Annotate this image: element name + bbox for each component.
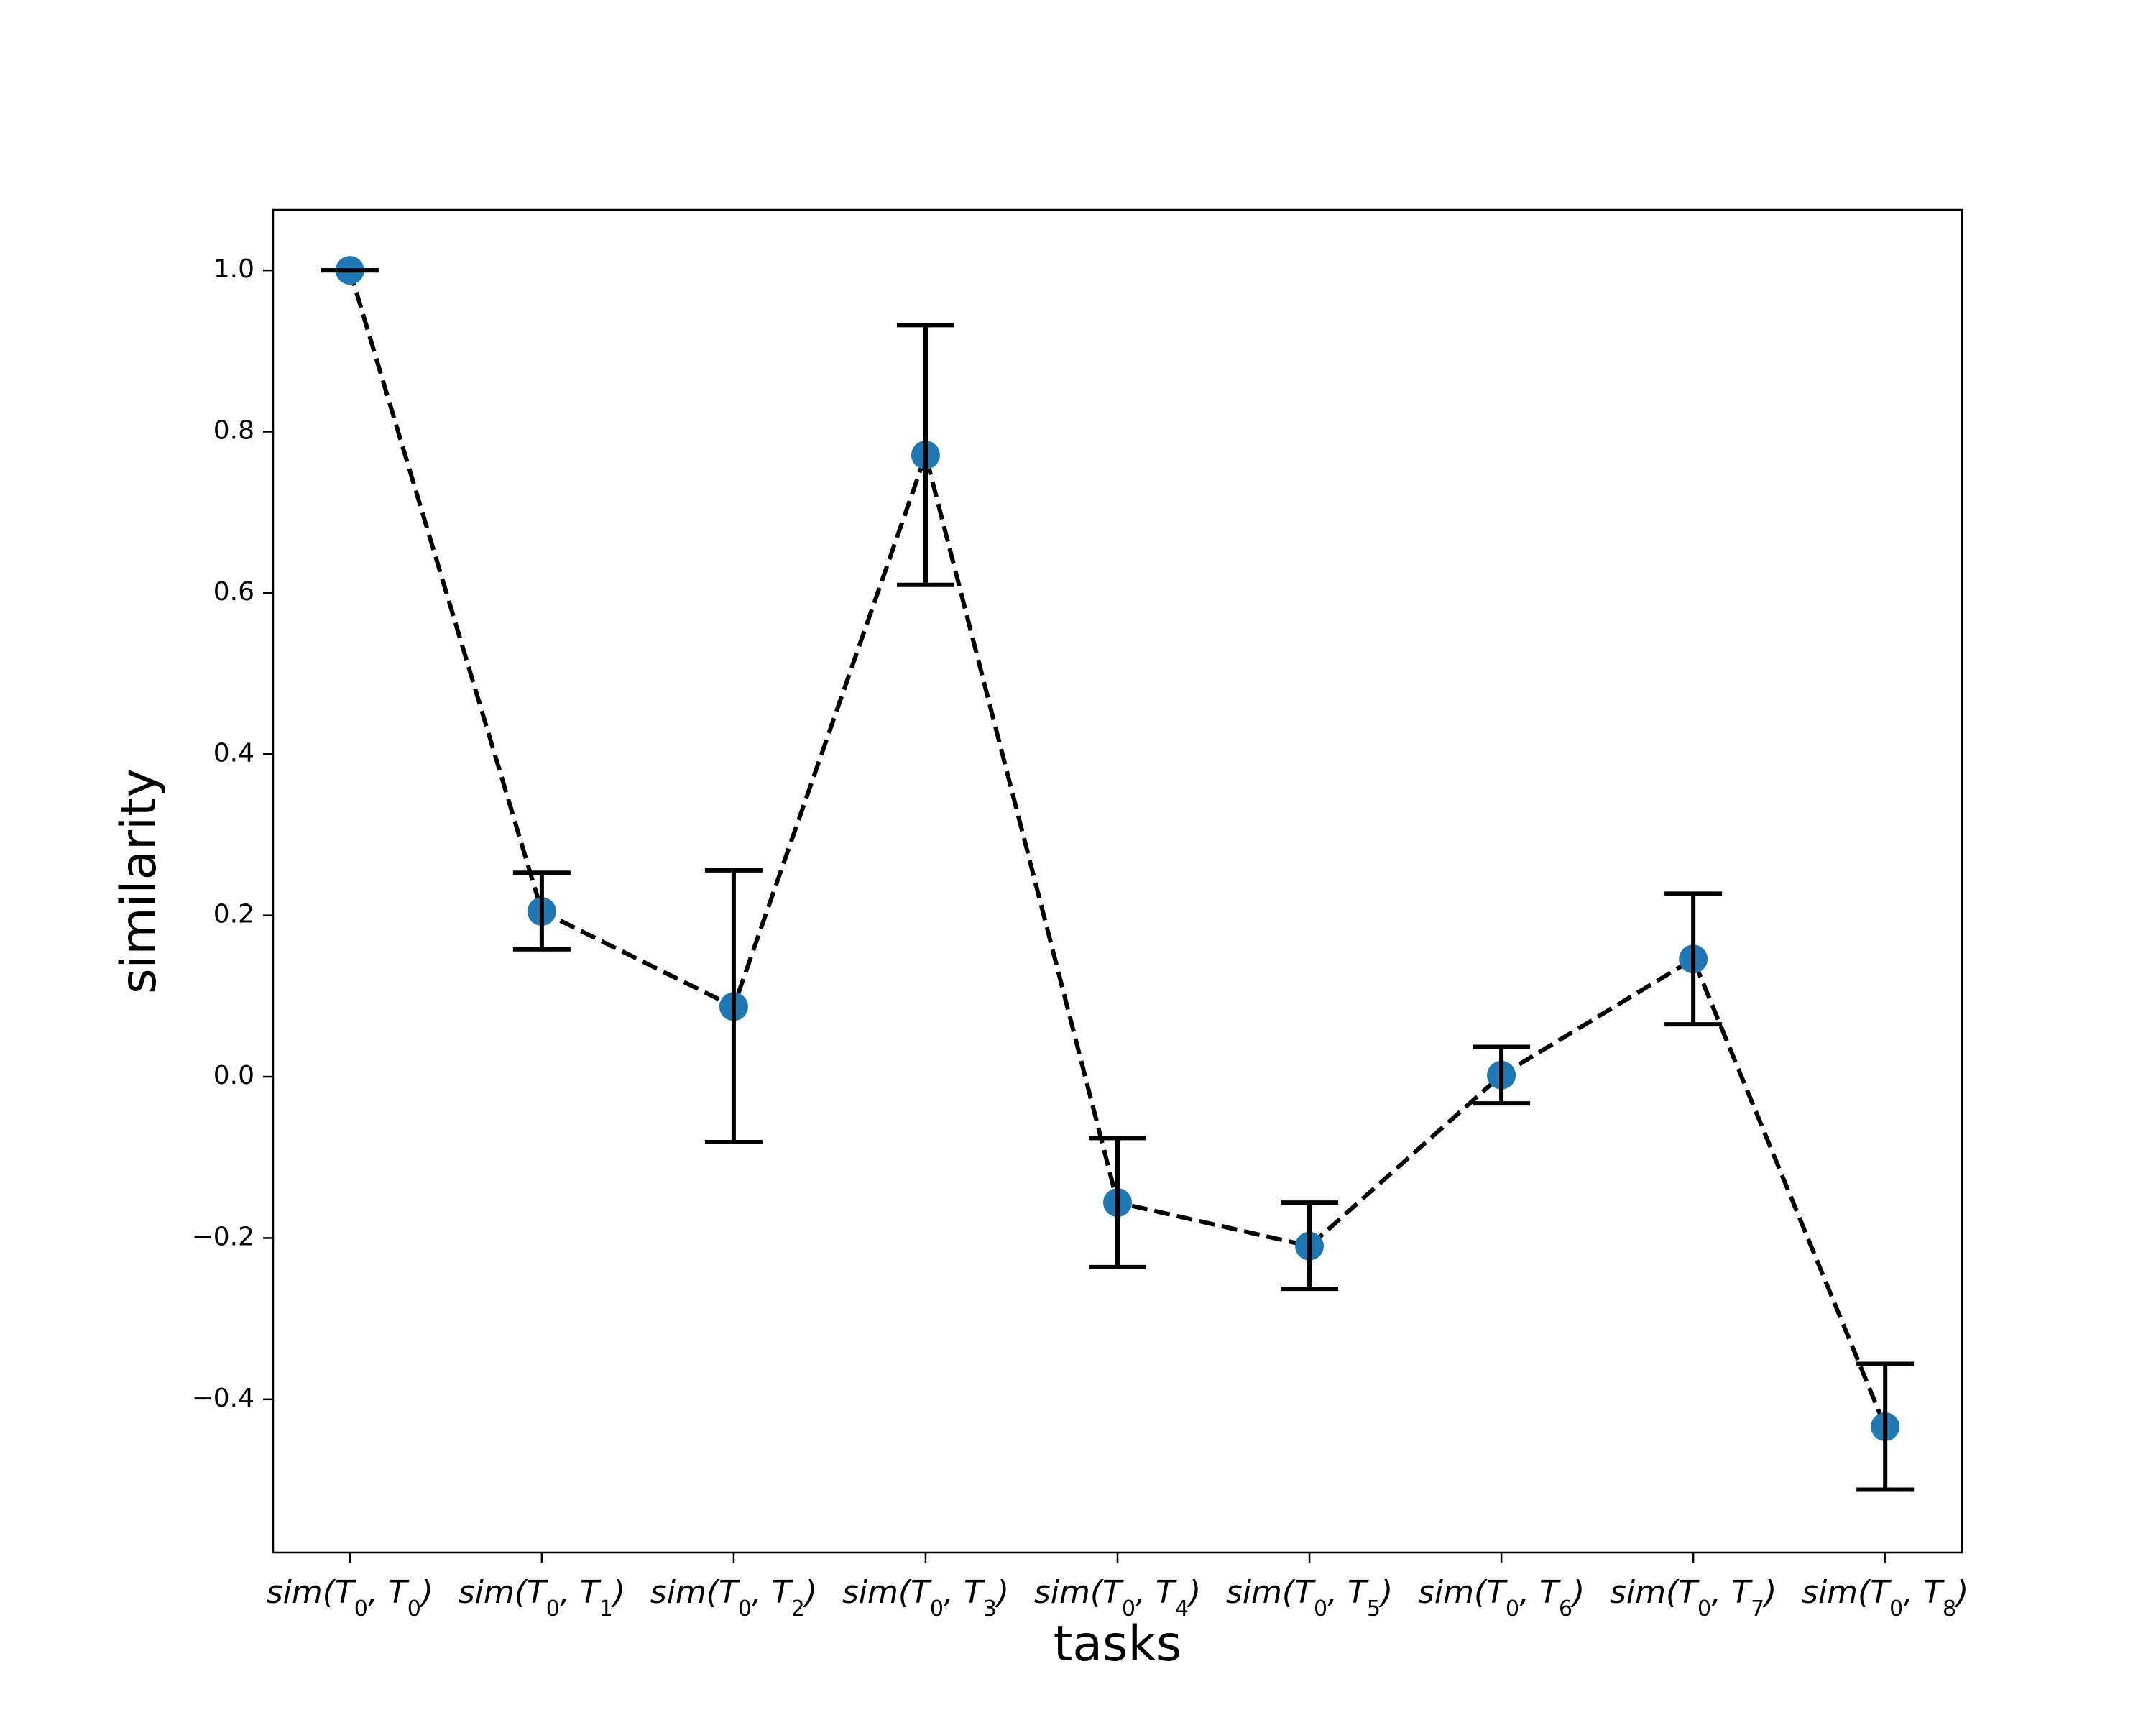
plot-layer xyxy=(321,256,1915,1492)
error-bar-8 xyxy=(1856,1361,1915,1492)
y-tick-label: 0.2 xyxy=(213,900,254,929)
x-tick-label: sim(T0, T0) xyxy=(267,1574,433,1622)
x-tick-label: sim(T0, T7) xyxy=(1610,1574,1777,1622)
error-bar-7 xyxy=(1664,891,1723,1027)
y-tick-label: −0.2 xyxy=(192,1222,254,1251)
x-axis-ticks: sim(T0, T0) sim(T0, T1) sim(T0, T2) sim(T0,… xyxy=(267,1552,1968,1622)
error-bar-6 xyxy=(1473,1044,1531,1106)
x-tick-label: sim(T0, T2) xyxy=(650,1574,817,1622)
x-tick-label: sim(T0, T6) xyxy=(1418,1574,1585,1622)
x-tick-label: sim(T0, T8) xyxy=(1802,1574,1968,1622)
error-bar-3 xyxy=(896,323,954,587)
error-bar-2 xyxy=(704,868,763,1144)
y-tick-label: −0.4 xyxy=(192,1384,254,1413)
y-axis-ticks: −0.4 −0.2 0.0 0.2 0.4 0.6 0.8 1.0 xyxy=(192,254,273,1413)
error-bar-5 xyxy=(1281,1200,1339,1292)
y-tick-label: 0.0 xyxy=(213,1061,254,1090)
y-tick-label: 0.6 xyxy=(213,577,254,607)
y-tick-label: 0.8 xyxy=(213,416,254,446)
x-tick-label: sim(T0, T4) xyxy=(1034,1574,1201,1622)
y-axis-label: similarity xyxy=(111,768,167,994)
y-tick-label: 0.4 xyxy=(213,738,254,768)
x-axis-label: tasks xyxy=(1054,1616,1182,1673)
error-bar-1 xyxy=(512,870,571,952)
x-tick-label: sim(T0, T1) xyxy=(459,1574,625,1622)
x-tick-label: sim(T0, T5) xyxy=(1226,1574,1393,1622)
x-tick-label: sim(T0, T3) xyxy=(842,1574,1009,1622)
error-bar-4 xyxy=(1089,1136,1146,1269)
y-tick-label: 1.0 xyxy=(213,254,254,284)
plot-frame xyxy=(272,208,1963,1554)
